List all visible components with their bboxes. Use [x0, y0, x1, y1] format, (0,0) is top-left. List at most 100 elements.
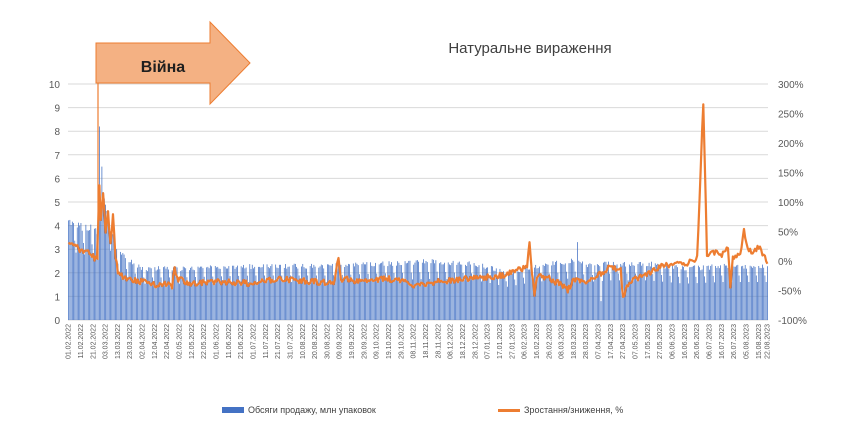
bar [283, 267, 285, 320]
x-tick-label: 11.07.2022 [263, 324, 270, 359]
bar [333, 275, 334, 320]
bar [488, 276, 490, 320]
bar [267, 267, 269, 320]
bar [460, 264, 461, 320]
bar [103, 198, 105, 320]
bar [309, 266, 311, 320]
bar [381, 262, 383, 320]
bar [610, 280, 612, 320]
bar [452, 260, 454, 320]
bar [262, 264, 264, 320]
bar [670, 282, 672, 320]
bar [165, 268, 167, 320]
bar [311, 263, 312, 320]
bar [195, 277, 196, 320]
bar [486, 267, 487, 320]
y-left-tick-label: 8 [54, 127, 60, 138]
bar [592, 275, 593, 320]
bar [556, 260, 558, 320]
bar [124, 258, 126, 320]
x-tick-label: 06.06.2023 [669, 324, 676, 359]
bar [324, 275, 326, 320]
bar [266, 264, 268, 320]
bar [113, 244, 115, 320]
bar [641, 265, 643, 320]
bar [95, 228, 97, 320]
bar [190, 267, 192, 320]
bar [722, 282, 724, 320]
y-axis-right: -100% -50% 0% 50% 100% 150% 200% 250% 300% [778, 80, 807, 327]
bar [541, 281, 543, 320]
x-tick-label: 17.01.2023 [497, 324, 504, 359]
x-tick-label: 10.08.2022 [300, 324, 307, 359]
x-tick-label: 28.11.2022 [435, 324, 442, 359]
bar [341, 274, 343, 320]
bar [511, 273, 513, 320]
bar [510, 271, 512, 320]
bar [400, 265, 402, 320]
x-tick-label: 01.02.2022 [66, 324, 73, 359]
bar [148, 267, 150, 320]
bar [292, 265, 294, 320]
bar [743, 268, 745, 320]
bar [131, 259, 132, 320]
bar [764, 275, 766, 320]
bar [179, 283, 180, 320]
bar [608, 261, 609, 320]
bar [168, 269, 169, 320]
bar [574, 271, 576, 320]
bar [524, 283, 525, 320]
bar [442, 264, 444, 320]
war-annotation: Війна [140, 59, 186, 76]
bar [483, 267, 485, 320]
bar [635, 273, 636, 320]
bar [399, 264, 401, 320]
bar [145, 270, 147, 320]
y-left-tick-label: 10 [49, 80, 61, 91]
bar [525, 265, 527, 320]
bar [519, 272, 521, 320]
bar [219, 268, 221, 320]
bar [244, 268, 246, 320]
bar [191, 266, 193, 320]
bar [403, 279, 405, 320]
bar [327, 264, 328, 320]
bar [294, 263, 296, 320]
bar [73, 223, 74, 320]
bar [468, 261, 470, 320]
bar [270, 266, 272, 320]
bar [320, 264, 322, 320]
bar [323, 268, 325, 320]
bar [421, 262, 423, 320]
bar [420, 279, 422, 320]
bar [601, 280, 603, 320]
bar [473, 263, 475, 320]
bar [101, 166, 103, 320]
bar [557, 272, 559, 320]
bar [520, 270, 522, 320]
bar [396, 265, 397, 320]
bar [606, 264, 608, 320]
bar [749, 265, 751, 320]
bar [466, 266, 468, 320]
bar [329, 265, 331, 320]
bar [615, 265, 617, 320]
bar [112, 234, 114, 320]
bar [669, 275, 671, 320]
bar [330, 265, 332, 320]
bar [668, 268, 670, 320]
bar [138, 264, 140, 320]
bar [242, 267, 243, 320]
x-tick-label: 11.02.2022 [78, 324, 85, 359]
bar [424, 263, 426, 320]
bar [187, 283, 189, 320]
bar [328, 264, 330, 320]
bar [654, 263, 656, 320]
bar [628, 264, 630, 320]
bar [276, 267, 278, 320]
war-arrow-shape [95, 20, 251, 106]
bar [214, 266, 216, 320]
bar [222, 282, 224, 320]
x-tick-label: 18.11.2022 [423, 324, 430, 359]
bar [296, 266, 297, 320]
